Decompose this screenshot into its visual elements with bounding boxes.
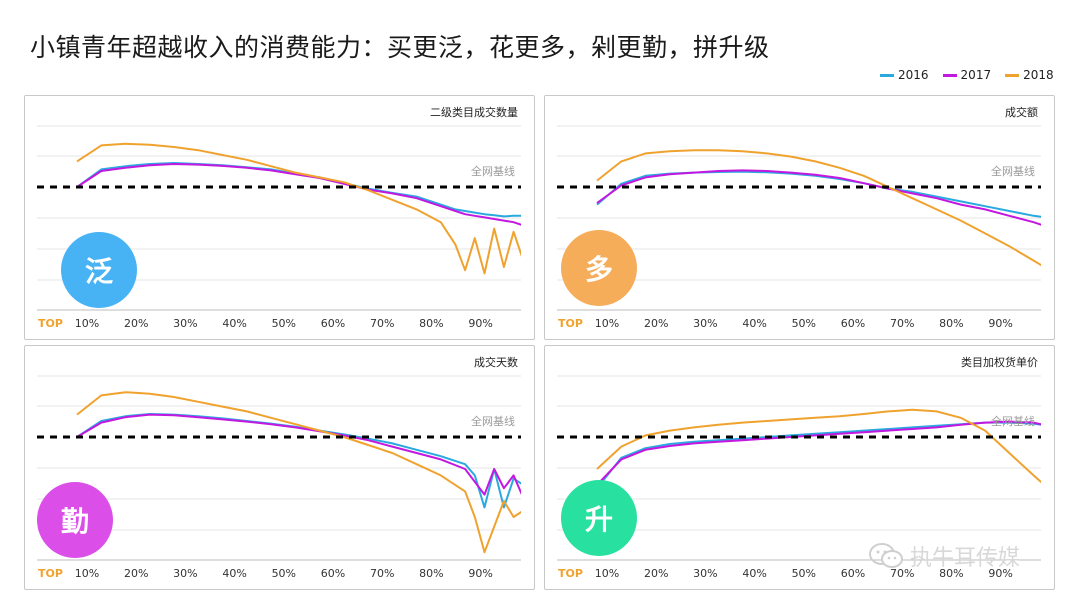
legend-label-2017: 2017: [960, 68, 992, 82]
x-start-label: TOP: [558, 567, 583, 580]
x-tick-label: 30%: [173, 317, 197, 330]
x-tick-label: 80%: [419, 317, 443, 330]
watermark: 执牛耳传媒: [868, 540, 1020, 572]
series-line-2017: [596, 420, 1041, 486]
series-line-2018: [596, 149, 1041, 267]
badge-circle: 勤: [37, 482, 113, 558]
x-tick-label: 60%: [321, 317, 345, 330]
series-line-2016: [596, 170, 1041, 218]
badge-circle: 升: [561, 480, 637, 556]
x-tick-label: 40%: [222, 317, 246, 330]
watermark-text: 执牛耳传媒: [910, 546, 1021, 571]
x-tick-label: 90%: [468, 567, 492, 580]
series-line-2017: [76, 413, 521, 496]
series-line-2018: [596, 408, 1041, 484]
x-tick-label: 50%: [792, 567, 816, 580]
x-tick-label: 50%: [792, 317, 816, 330]
x-tick-label: 20%: [644, 567, 668, 580]
legend-swatch-2017: [942, 73, 957, 77]
panel-title: 成交天数: [474, 355, 518, 369]
x-tick-label: 70%: [890, 567, 914, 580]
x-tick-label: 70%: [890, 317, 914, 330]
x-tick-label: 50%: [272, 317, 296, 330]
x-tick-label: 10%: [595, 567, 619, 580]
page-title: 小镇青年超越收入的消费能力：买更泛，花更多，剁更勤，拼升级: [30, 33, 770, 62]
badge-circle: 多: [561, 230, 637, 306]
x-tick-label: 40%: [742, 317, 766, 330]
x-tick-label: 60%: [321, 567, 345, 580]
x-tick-label: 20%: [644, 317, 668, 330]
x-tick-label: 30%: [693, 567, 717, 580]
legend-swatch-2016: [880, 73, 894, 77]
wechat-icon: [868, 542, 904, 570]
panel-category-count: 二级类目成交数量全网基线 TOP 10% 20% 30% 40% 50% 60% 70% 80% 9…: [24, 95, 535, 340]
x-tick-label: 10%: [75, 317, 99, 330]
series-line-2018: [76, 391, 521, 554]
baseline-label: 全网基线: [991, 164, 1035, 178]
x-start-label: TOP: [38, 317, 63, 330]
x-tick-label: 40%: [222, 567, 246, 580]
x-start-label: TOP: [558, 317, 583, 330]
x-tick-label: 70%: [370, 567, 394, 580]
series-line-2017: [76, 163, 521, 226]
series-line-2017: [596, 169, 1041, 226]
x-tick-label: 30%: [693, 317, 717, 330]
legend-label-2016: 2016: [898, 68, 929, 82]
badge-circle: 泛: [61, 232, 137, 308]
chart-legend: 2016 2017 2018: [880, 68, 1054, 82]
series-line-2018: [76, 142, 521, 275]
x-tick-label: 90%: [468, 317, 492, 330]
legend-item-2017: 2017: [942, 68, 992, 82]
legend-item-2018: 2018: [1005, 68, 1054, 82]
x-tick-label: 30%: [173, 567, 197, 580]
legend-item-2016: 2016: [880, 68, 929, 82]
panel-transaction-amount: 成交额全网基线 TOP 10% 20% 30% 40% 50% 60% 70% 80% 90% 多: [544, 95, 1055, 340]
x-tick-label: 90%: [988, 317, 1012, 330]
x-tick-label: 40%: [742, 567, 766, 580]
x-tick-label: 10%: [595, 317, 619, 330]
panel-title: 类目加权货单价: [961, 355, 1038, 369]
legend-label-2018: 2018: [1023, 68, 1054, 82]
panel-unit-price: 类目加权货单价全网基线 TOP 10% 20% 30% 40% 50% 60% 70% 80% 90…: [544, 345, 1055, 590]
x-tick-label: 60%: [841, 317, 865, 330]
x-tick-label: 80%: [939, 567, 963, 580]
legend-swatch-2018: [1005, 73, 1020, 77]
x-tick-label: 60%: [841, 567, 865, 580]
baseline-label: 全网基线: [471, 164, 515, 178]
x-tick-label: 10%: [75, 567, 99, 580]
x-tick-label: 20%: [124, 317, 148, 330]
x-tick-label: 90%: [988, 567, 1012, 580]
x-tick-label: 70%: [370, 317, 394, 330]
x-tick-label: 50%: [272, 567, 296, 580]
x-tick-label: 80%: [939, 317, 963, 330]
panel-transaction-days: 成交天数全网基线 TOP 10% 20% 30% 40% 50% 60% 70% 80% 90% 勤: [24, 345, 535, 590]
x-tick-label: 20%: [124, 567, 148, 580]
baseline-label: 全网基线: [991, 414, 1035, 428]
panel-title: 成交额: [1005, 105, 1038, 119]
x-start-label: TOP: [38, 567, 63, 580]
panel-title: 二级类目成交数量: [430, 105, 518, 119]
baseline-label: 全网基线: [471, 414, 515, 428]
x-tick-label: 80%: [419, 567, 443, 580]
